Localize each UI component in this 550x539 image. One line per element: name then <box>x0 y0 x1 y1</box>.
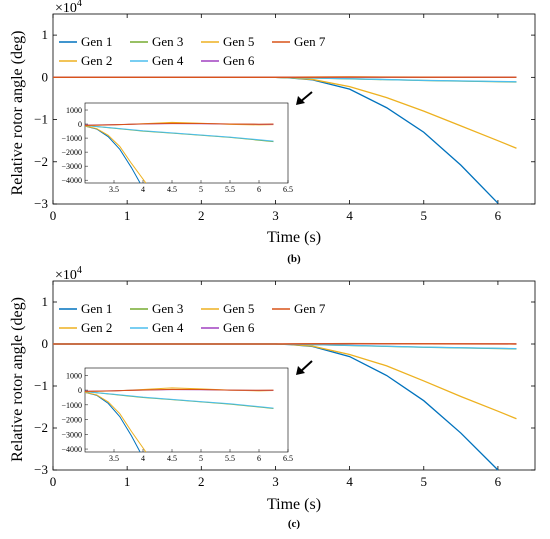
y-tick-label: −1 <box>34 112 48 127</box>
x-tick-label: 3 <box>272 474 279 489</box>
y-tick-label: 0 <box>42 69 49 84</box>
inset-y-tick-label: −2000 <box>61 148 82 157</box>
legend-label: Gen 2 <box>81 53 112 68</box>
inset-y-tick-label: 0 <box>78 120 82 129</box>
inset-chart: 3.5 4 4.5 5 5.5 6 6.5 1000 0 −1000 −2000 −3000 −4000 <box>61 367 293 463</box>
inset-x-tick-label: 6 <box>257 454 261 463</box>
inset-y-tick-label: −3000 <box>61 430 82 439</box>
inset-series-line-gen-2 <box>85 125 147 183</box>
legend-label: Gen 4 <box>152 53 184 68</box>
inset-series-line-gen-7 <box>85 388 274 392</box>
y-multiplier-label: ×104 <box>55 265 82 283</box>
inset-x-tick-label: 4 <box>141 454 145 463</box>
inset-x-tick-label: 6.5 <box>283 185 293 194</box>
y-tick-label: −3 <box>34 196 48 211</box>
x-tick-label: 1 <box>124 208 131 223</box>
inset-box <box>84 102 289 184</box>
legend-label: Gen 7 <box>294 301 326 316</box>
x-tick-label: 4 <box>346 474 353 489</box>
inset-y-tick-label: −1000 <box>61 401 82 410</box>
panel-label: (b) <box>287 253 301 265</box>
legend-label: Gen 1 <box>81 34 112 49</box>
y-tick-label: −1 <box>34 378 48 393</box>
legend-label: Gen 3 <box>152 301 183 316</box>
x-tick-label: 2 <box>198 474 205 489</box>
inset-y-tick-label: −3000 <box>61 162 82 171</box>
x-tick-label: 4 <box>346 208 353 223</box>
pointer-arrow-head <box>296 96 305 105</box>
legend-label: Gen 5 <box>223 301 254 316</box>
inset-x-tick-label: 3.5 <box>109 185 119 194</box>
axes-box <box>52 280 536 471</box>
series-line-gen-4 <box>53 76 517 83</box>
x-tick-label: 5 <box>421 474 428 489</box>
series-line-gen-4 <box>53 343 517 350</box>
inset-x-tick-label: 5.5 <box>225 185 235 194</box>
legend-label: Gen 5 <box>223 34 254 49</box>
y-tick-label: −2 <box>34 154 48 169</box>
legend-label: Gen 6 <box>223 320 255 335</box>
y-axis-label: Relative rotor angle (deg) <box>9 297 26 462</box>
inset-box <box>84 367 289 453</box>
y-tick-label: 0 <box>42 336 49 351</box>
inset-y-tick-label: −4000 <box>61 445 82 454</box>
panel-label: (c) <box>288 518 301 530</box>
inset-series-line-gen-4 <box>85 124 274 142</box>
inset-y-tick-label: 0 <box>78 386 82 395</box>
pointer-arrow-head <box>296 366 305 375</box>
x-tick-label: 0 <box>50 474 57 489</box>
inset-x-tick-label: 6 <box>257 185 261 194</box>
inset-y-tick-label: −4000 <box>61 176 82 185</box>
inset-series-line-gen-2 <box>85 391 147 452</box>
x-tick-label: 3 <box>272 208 279 223</box>
inset-x-tick-label: 6.5 <box>283 454 293 463</box>
y-axis-label: Relative rotor angle (deg) <box>9 31 26 196</box>
inset-chart: 3.5 4 4.5 5 5.5 6 6.5 1000 0 −1000 −2000 −3000 −4000 <box>61 102 293 194</box>
inset-y-tick-label: 1000 <box>66 106 82 115</box>
y-tick-label: −3 <box>34 462 48 477</box>
x-axis-label: Time (s) <box>267 496 321 513</box>
x-axis-label: Time (s) <box>267 229 321 246</box>
inset-x-tick-label: 3.5 <box>109 454 119 463</box>
legend-label: Gen 2 <box>81 320 112 335</box>
inset-x-tick-label: 4.5 <box>167 454 177 463</box>
inset-x-tick-label: 5 <box>199 185 203 194</box>
inset-x-tick-label: 4.5 <box>167 185 177 194</box>
y-tick-label: 1 <box>42 294 49 309</box>
legend-label: Gen 4 <box>152 320 184 335</box>
legend-label: Gen 6 <box>223 53 255 68</box>
inset-x-tick-label: 5 <box>199 454 203 463</box>
inset-y-tick-label: −1000 <box>61 134 82 143</box>
x-tick-label: 6 <box>495 208 502 223</box>
x-tick-label: 6 <box>495 474 502 489</box>
chart-panel-1: 0 1 2 3 4 5 6 −3 −2 −1 0 1 ×104 Gen 1 Gen 2 Gen 3 Gen 4 G… <box>9 265 536 530</box>
y-multiplier-label: ×104 <box>55 0 82 16</box>
x-tick-label: 1 <box>124 474 131 489</box>
legend-label: Gen 3 <box>152 34 183 49</box>
inset-x-tick-label: 4 <box>141 185 145 194</box>
inset-y-tick-label: 1000 <box>66 371 82 380</box>
inset-x-tick-label: 5.5 <box>225 454 235 463</box>
axes-box <box>52 13 536 205</box>
inset-series-line-gen-4 <box>85 391 274 409</box>
x-tick-label: 0 <box>50 208 57 223</box>
inset-y-tick-label: −2000 <box>61 416 82 425</box>
x-tick-label: 2 <box>198 208 205 223</box>
chart-panel-0: 0 1 2 3 4 5 6 −3 −2 −1 0 1 ×104 Gen 1 Gen 2 Gen 3 Gen 4 G… <box>9 0 536 265</box>
inset-series-line-gen-7 <box>85 122 274 126</box>
legend-label: Gen 7 <box>294 34 326 49</box>
y-tick-label: 1 <box>42 27 49 42</box>
y-tick-label: −2 <box>34 420 48 435</box>
x-tick-label: 5 <box>421 208 428 223</box>
legend-label: Gen 1 <box>81 301 112 316</box>
